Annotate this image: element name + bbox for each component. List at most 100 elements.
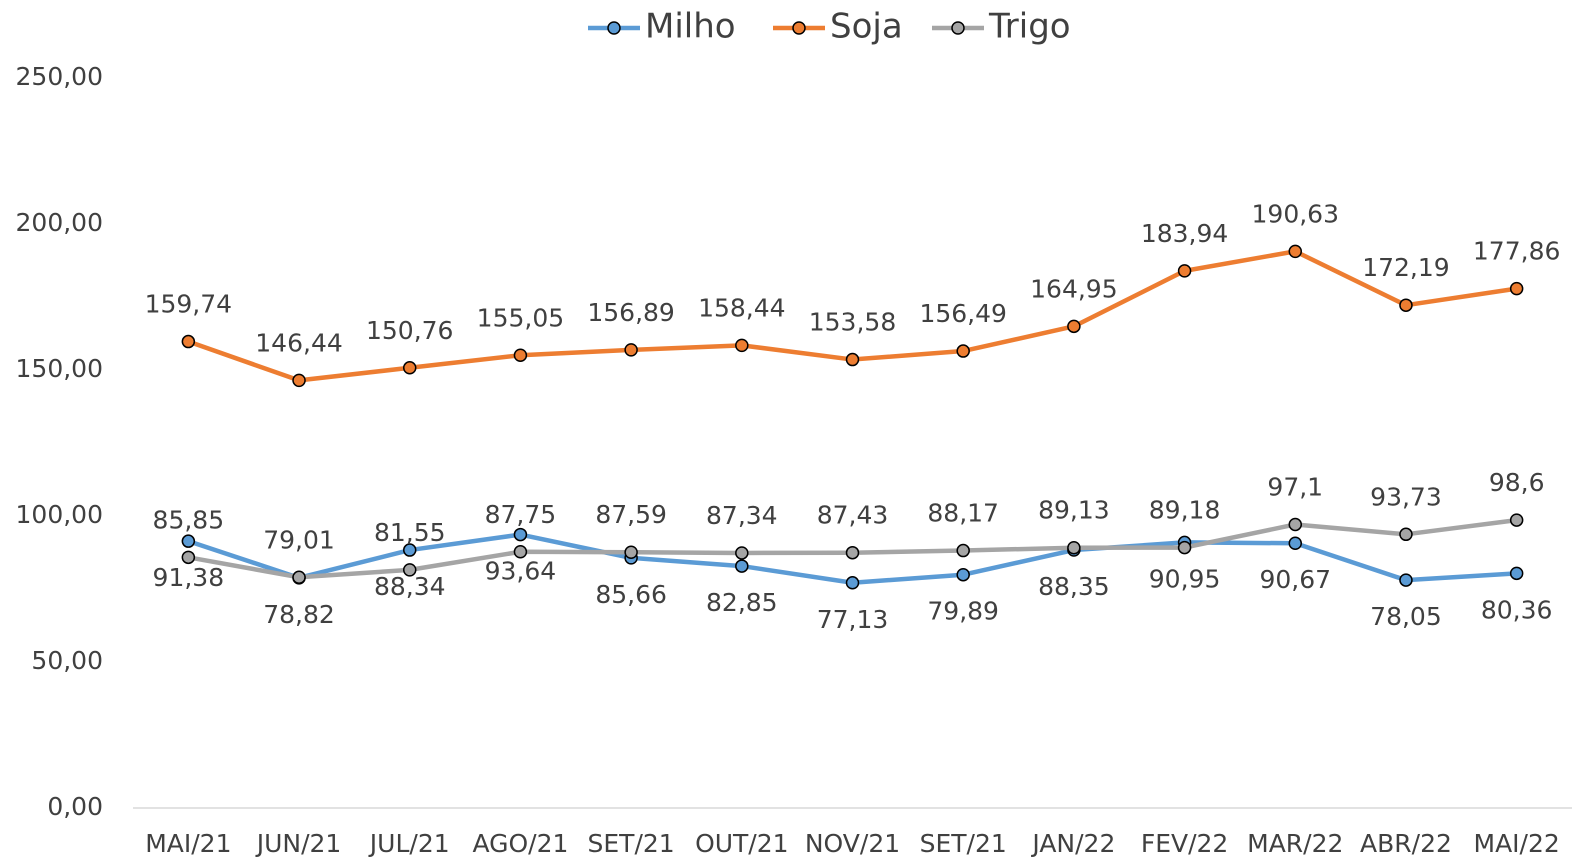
- data-label: 159,74: [145, 290, 232, 319]
- data-label: 85,66: [595, 580, 667, 609]
- data-label: 89,13: [1038, 496, 1110, 525]
- marker: [513, 545, 528, 559]
- marker: [624, 545, 638, 559]
- data-label: 82,85: [706, 588, 778, 617]
- y-tick-label: 200,00: [16, 208, 103, 237]
- marker: [402, 543, 417, 557]
- marker: [1399, 573, 1413, 587]
- data-label: 89,18: [1149, 496, 1221, 525]
- marker: [624, 343, 638, 357]
- x-tick-label: ABR/22: [1360, 829, 1452, 858]
- marker: [1288, 517, 1303, 532]
- data-label: 177,86: [1473, 237, 1560, 266]
- x-tick-label: OUT/21: [695, 829, 788, 858]
- data-label: 77,13: [817, 605, 889, 634]
- data-label: 87,34: [706, 501, 778, 530]
- x-tick-label: MAI/21: [145, 829, 231, 858]
- data-label: 158,44: [698, 293, 785, 322]
- data-label: 156,49: [919, 299, 1006, 328]
- marker: [181, 550, 196, 565]
- y-tick-label: 250,00: [16, 62, 103, 91]
- marker: [1177, 264, 1192, 278]
- data-label: 98,6: [1489, 468, 1545, 497]
- x-tick-label: MAR/22: [1247, 829, 1343, 858]
- marker: [292, 373, 306, 388]
- data-label: 150,76: [366, 316, 453, 345]
- legend-marker: [792, 21, 806, 35]
- data-label: 190,63: [1252, 199, 1339, 228]
- legend-label: Soja: [830, 7, 903, 47]
- data-label: 172,19: [1362, 253, 1449, 282]
- data-label: 164,95: [1030, 274, 1117, 303]
- legend-label: Milho: [645, 7, 736, 47]
- y-tick-label: 150,00: [16, 354, 103, 383]
- marker: [845, 352, 860, 367]
- x-tick-label: JAN/22: [1030, 829, 1115, 858]
- data-label: 79,89: [927, 597, 999, 626]
- marker: [1509, 281, 1524, 296]
- marker: [1067, 540, 1081, 555]
- data-label: 87,43: [817, 501, 889, 530]
- marker: [735, 546, 749, 560]
- marker: [956, 567, 970, 582]
- marker: [181, 534, 196, 548]
- data-label: 78,82: [263, 600, 335, 629]
- data-label: 183,94: [1141, 219, 1228, 248]
- data-label: 93,64: [485, 557, 557, 586]
- marker: [956, 344, 970, 358]
- x-tick-label: JUN/21: [255, 829, 342, 858]
- marker: [1177, 540, 1192, 555]
- data-label: 88,17: [927, 499, 999, 528]
- x-tick-label: SET/21: [920, 829, 1007, 858]
- x-tick-label: FEV/22: [1141, 829, 1229, 858]
- marker: [735, 338, 749, 353]
- marker: [956, 543, 970, 558]
- legend-label: Trigo: [988, 7, 1071, 47]
- marker: [1288, 536, 1303, 550]
- data-label: 81,55: [374, 518, 446, 547]
- marker: [181, 334, 196, 349]
- data-label: 90,95: [1149, 564, 1221, 593]
- legend-marker: [951, 21, 965, 35]
- legend-marker: [607, 21, 621, 35]
- marker: [1399, 298, 1413, 312]
- data-label: 87,59: [595, 500, 667, 529]
- data-label: 156,89: [587, 298, 674, 327]
- data-label: 88,34: [374, 572, 446, 601]
- data-label: 153,58: [809, 308, 896, 337]
- marker: [402, 361, 417, 375]
- marker: [513, 348, 528, 363]
- y-tick-label: 0,00: [47, 792, 103, 821]
- data-label: 146,44: [255, 328, 342, 357]
- data-label: 97,1: [1267, 472, 1323, 501]
- data-label: 90,67: [1259, 565, 1331, 594]
- marker: [735, 559, 749, 573]
- data-label: 155,05: [477, 303, 564, 332]
- data-label: 79,01: [263, 525, 335, 554]
- marker: [1288, 244, 1303, 259]
- x-tick-label: JUL/21: [368, 829, 450, 858]
- data-label: 87,75: [485, 500, 557, 529]
- data-label: 91,38: [153, 563, 225, 592]
- data-label: 78,05: [1370, 602, 1442, 631]
- marker: [845, 545, 860, 560]
- marker: [402, 563, 417, 577]
- marker: [1509, 566, 1524, 581]
- marker: [1509, 513, 1524, 527]
- x-tick-label: SET/21: [588, 829, 675, 858]
- marker: [292, 570, 306, 585]
- x-tick-label: MAI/22: [1474, 829, 1560, 858]
- marker: [845, 576, 860, 590]
- data-label: 85,85: [153, 505, 225, 534]
- data-label: 80,36: [1481, 595, 1553, 624]
- marker: [1067, 319, 1081, 334]
- data-label: 93,73: [1370, 482, 1442, 511]
- x-tick-label: AGO/21: [472, 829, 568, 858]
- marker: [1399, 527, 1413, 542]
- x-tick-label: NOV/21: [805, 829, 900, 858]
- y-tick-label: 100,00: [16, 500, 103, 529]
- marker: [513, 527, 528, 542]
- data-label: 88,35: [1038, 572, 1110, 601]
- y-tick-label: 50,00: [31, 646, 103, 675]
